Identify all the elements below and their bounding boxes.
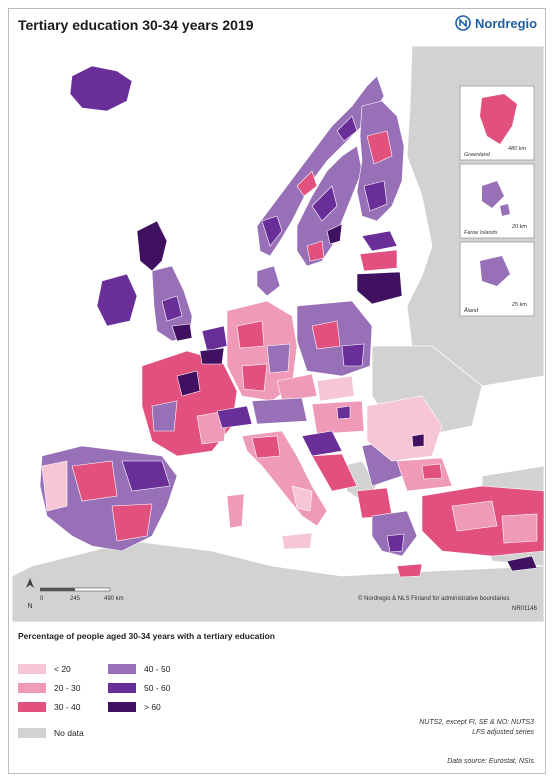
copyright-text: © Nordregio & NLS Finland for administra… (358, 596, 510, 602)
scale-tick-2: 490 km (104, 596, 124, 602)
legend-swatch (108, 664, 136, 674)
inset-aland: Åland 25 km (459, 241, 535, 317)
north-arrow: N (25, 578, 35, 610)
note-line-1: NUTS2, except FI, SE & NO: NUTS3 (419, 719, 534, 726)
inset-greenland: Greenland 480 km (459, 85, 535, 161)
scale-tick-0: 0 (40, 596, 44, 602)
switzerland (216, 405, 253, 429)
north-arrow-icon (26, 578, 34, 588)
legend-swatch (108, 702, 136, 712)
legend-item: > 60 (108, 702, 161, 712)
nordregio-logo-icon (455, 15, 471, 31)
legend-label: 30 - 40 (54, 702, 81, 712)
france (141, 350, 238, 457)
italy (226, 430, 328, 550)
romania-bulgaria (366, 395, 453, 492)
iceland (69, 65, 133, 112)
finland (356, 100, 405, 222)
legend-label: 40 - 50 (144, 664, 171, 674)
iberia (39, 445, 178, 552)
europe-map: Greenland 480 km Faroe Islands 20 km Åla… (12, 46, 544, 622)
inset-faroe-scale: 20 km (511, 224, 527, 230)
uk-ireland (96, 220, 193, 342)
data-source: Data source: Eurostat, NSIs (447, 758, 534, 765)
legend-item: 30 - 40 (18, 702, 80, 712)
central-europe (251, 373, 365, 435)
denmark (256, 265, 281, 297)
map-code: NR01146 (512, 606, 537, 612)
legend-swatch (108, 683, 136, 693)
turkey (421, 485, 544, 557)
north-label: N (27, 603, 33, 610)
legend-item: < 20 (18, 664, 71, 674)
legend-swatch (18, 664, 46, 674)
logo-text: Nordregio (475, 15, 538, 31)
inset-greenland-scale: 480 km (508, 146, 526, 152)
legend-swatch (18, 702, 46, 712)
inset-greenland-label: Greenland (464, 152, 491, 158)
scale-tick-1: 245 (70, 596, 81, 602)
baltics (356, 230, 403, 305)
inset-faroe: Faroe Islands 20 km (459, 163, 535, 239)
legend-item-nodata: No data (18, 728, 84, 738)
legend-item: 40 - 50 (108, 664, 170, 674)
legend-item: 50 - 60 (108, 683, 170, 693)
benelux (199, 325, 228, 365)
legend-label: < 20 (54, 664, 71, 674)
sweden (296, 145, 363, 267)
legend-label: No data (54, 728, 84, 738)
inset-aland-scale: 25 km (511, 302, 527, 308)
cyprus (506, 555, 538, 572)
notes: NUTS2, except FI, SE & NO: NUTS3 LFS adj… (419, 718, 534, 738)
north-africa-region (12, 540, 544, 622)
legend-swatch (18, 683, 46, 693)
nordregio-logo: Nordregio (455, 15, 537, 31)
norway (256, 75, 385, 257)
note-line-2: LFS adjusted series (472, 729, 534, 736)
scalebar: 0 245 490 km (39, 586, 124, 607)
inset-aland-label: Åland (463, 307, 479, 314)
legend-swatch (18, 728, 46, 738)
legend-item: 20 - 30 (18, 683, 80, 693)
legend-label: > 60 (144, 702, 161, 712)
inset-faroe-label: Faroe Islands (464, 230, 498, 236)
legend-label: 20 - 30 (54, 683, 81, 693)
legend-label: 50 - 60 (144, 683, 171, 693)
legend-title: Percentage of people aged 30-34 years wi… (18, 631, 275, 641)
map-title: Tertiary education 30-34 years 2019 (18, 17, 254, 33)
poland (296, 300, 373, 377)
greece (371, 510, 423, 578)
